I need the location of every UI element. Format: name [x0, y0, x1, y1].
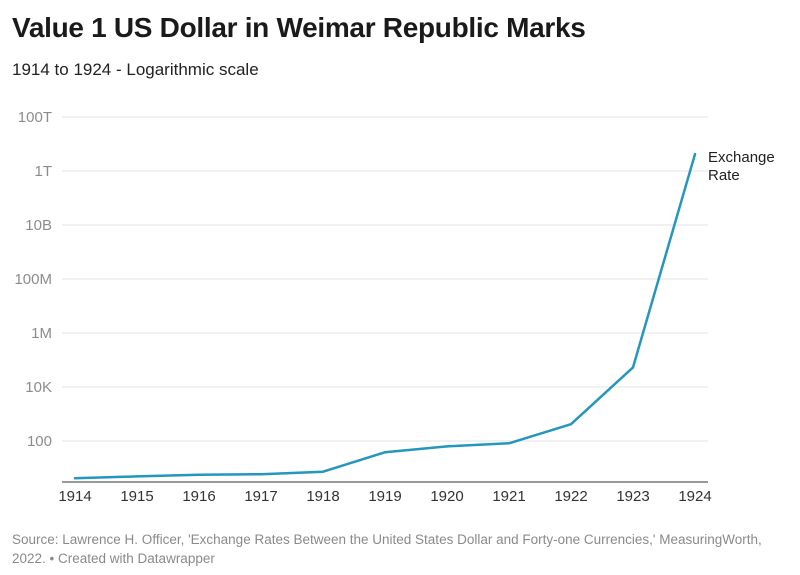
y-tick-label: 100 [27, 433, 52, 450]
data-point [569, 422, 573, 426]
data-point [631, 366, 635, 369]
y-axis-ticks: 100 10K 1M 100M 10B 1T 100T [14, 109, 52, 450]
data-point [73, 476, 77, 480]
chart-subtitle: 1914 to 1924 - Logarithmic scale [12, 60, 259, 79]
data-point [507, 442, 511, 445]
y-tick-label: 100T [18, 109, 52, 126]
x-tick-label: 1916 [182, 488, 215, 505]
y-tick-label: 100M [14, 271, 52, 288]
gridlines [62, 116, 708, 442]
x-tick-label: 1921 [492, 488, 525, 505]
data-point [445, 445, 449, 448]
series-label: Exchange Rate [708, 149, 775, 184]
chart-title: Value 1 US Dollar in Weimar Republic Mar… [12, 12, 586, 43]
series-line-exchange-rate [73, 152, 697, 480]
data-point [135, 475, 139, 478]
data-point [693, 152, 697, 156]
source-note: Source: Lawrence H. Officer, 'Exchange R… [12, 532, 762, 566]
x-tick-label: 1918 [306, 488, 339, 505]
x-tick-label: 1922 [554, 488, 587, 505]
x-tick-label: 1915 [120, 488, 153, 505]
x-tick-label: 1924 [678, 488, 711, 505]
x-tick-label: 1920 [430, 488, 463, 505]
y-tick-label: 1T [34, 163, 52, 180]
x-tick-label: 1923 [616, 488, 649, 505]
x-tick-label: 1914 [58, 488, 91, 505]
data-point [321, 470, 325, 473]
data-point [383, 451, 387, 454]
data-point [197, 473, 201, 476]
series-group: Exchange Rate [73, 149, 775, 480]
data-point [259, 472, 263, 476]
y-tick-label: 1M [31, 325, 52, 342]
y-tick-label: 10B [25, 217, 52, 234]
y-tick-label: 10K [25, 379, 52, 396]
x-tick-label: 1919 [368, 488, 401, 505]
x-axis-ticks: 1914 1915 1916 1917 1918 1919 1920 1921 1922 1923… [58, 488, 711, 505]
x-tick-label: 1917 [244, 488, 277, 505]
